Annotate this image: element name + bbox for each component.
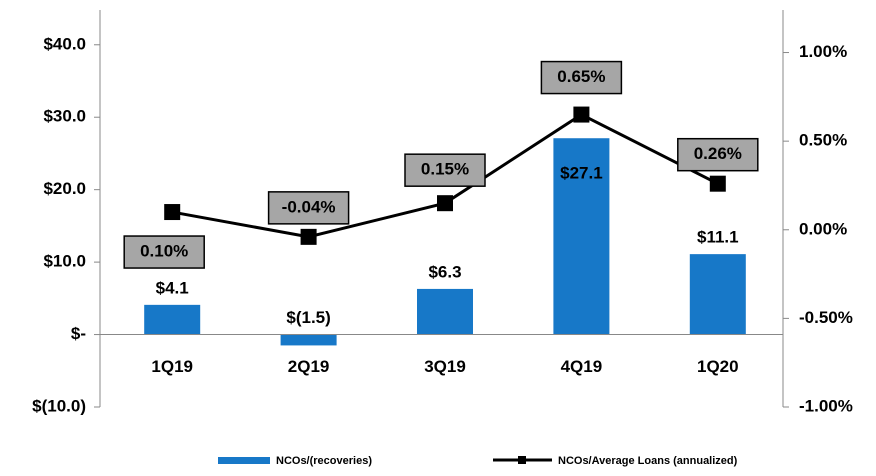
line-marker — [300, 228, 317, 245]
legend-marker — [518, 456, 526, 464]
line-value-label: 0.65% — [557, 67, 605, 86]
label-box — [540, 60, 623, 95]
y-tick-label: $- — [71, 324, 86, 343]
y-tick-label: $10.0 — [43, 252, 86, 271]
y2-tick-label: 0.00% — [799, 219, 847, 238]
y2-tick-label: -0.50% — [799, 308, 853, 327]
line-value-label: 0.10% — [140, 242, 188, 261]
x-tick-label: 4Q19 — [561, 357, 603, 376]
label-box — [404, 153, 486, 187]
bar-value-label: $4.1 — [156, 278, 189, 297]
legend-label: NCOs/Average Loans (annualized) — [558, 455, 738, 467]
y2-tick-label: 1.00% — [799, 42, 847, 61]
label-box — [123, 235, 205, 269]
bar — [144, 304, 201, 335]
line-value-label: 0.26% — [694, 144, 742, 163]
label-box — [267, 191, 350, 225]
bar-value-label: $27.1 — [560, 164, 603, 183]
x-tick-label: 1Q20 — [697, 357, 739, 376]
y2-tick-label: -1.00% — [799, 396, 853, 415]
bar-value-label: $(1.5) — [286, 308, 330, 327]
y-tick-label: $20.0 — [43, 179, 86, 198]
bar — [689, 254, 746, 335]
y2-tick-label: 0.50% — [799, 131, 847, 150]
y-tick-label: $40.0 — [43, 34, 86, 53]
x-tick-label: 2Q19 — [288, 357, 330, 376]
legend-label: NCOs/(recoveries) — [276, 455, 372, 467]
line-value-label: 0.15% — [421, 160, 469, 179]
line-marker — [164, 204, 181, 221]
bar — [553, 138, 610, 335]
bar-value-label: $6.3 — [428, 262, 461, 281]
label-box — [677, 137, 759, 172]
bar — [280, 334, 337, 346]
x-tick-label: 1Q19 — [151, 357, 193, 376]
y-tick-label: $30.0 — [43, 107, 86, 126]
line-marker — [709, 175, 726, 192]
bar — [417, 288, 473, 335]
bar-value-label: $11.1 — [697, 228, 739, 247]
legend-swatch — [218, 457, 270, 464]
line-marker — [437, 195, 453, 212]
line-marker — [573, 106, 590, 123]
y-tick-label: $(10.0) — [32, 396, 86, 415]
x-tick-label: 3Q19 — [424, 357, 466, 376]
line-value-label: -0.04% — [282, 197, 336, 216]
